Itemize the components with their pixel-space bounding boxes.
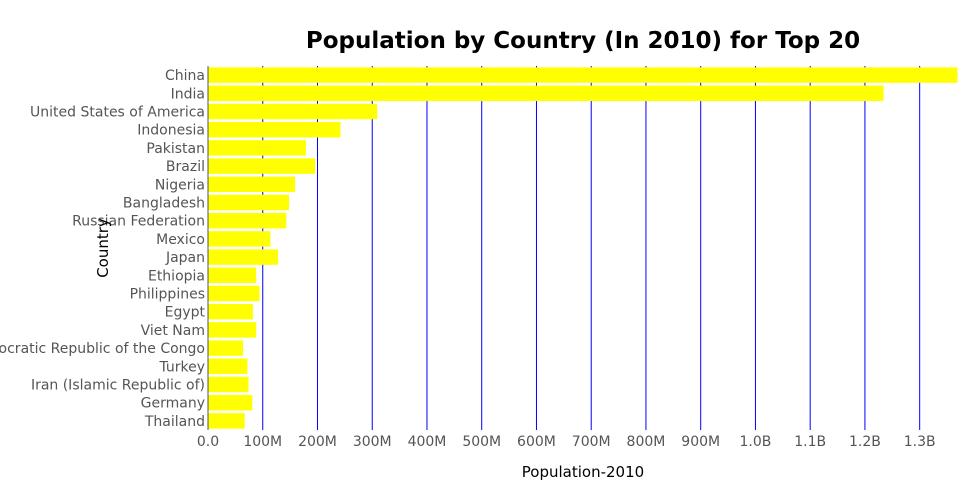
bar: [208, 249, 279, 265]
grid-lines: [262, 66, 921, 430]
x-tick-labels: 0.0 100M 200M 300M 400M 500M 600M 700M 800M 900M 1…: [197, 434, 936, 450]
x-tick-label: 900M: [681, 434, 720, 450]
category-label: Viet Nam: [141, 323, 205, 339]
category-label: Ethiopia: [148, 268, 205, 284]
bar: [208, 212, 287, 229]
y-axis-title: Country: [94, 218, 112, 278]
category-label: India: [171, 86, 205, 102]
category-label: Bangladesh: [123, 196, 205, 212]
category-label: Thailand: [144, 414, 205, 430]
x-tick-label: 1.0B: [740, 434, 772, 450]
bar: [208, 194, 290, 211]
category-label: Japan: [165, 250, 205, 266]
category-label: Nigeria: [155, 177, 205, 193]
x-tick-label: 0.0: [197, 434, 219, 450]
category-label: Germany: [141, 396, 205, 412]
bar: [208, 358, 248, 375]
x-tick-label: 1.2B: [849, 434, 881, 450]
category-labels: China India United States of America Indone…: [0, 68, 205, 430]
bar: [208, 267, 257, 284]
x-tick-label: 200M: [298, 434, 337, 450]
category-label: Brazil: [166, 159, 205, 175]
bar: [208, 140, 306, 156]
bar: [208, 121, 341, 138]
bar: [208, 285, 260, 302]
bar: [208, 413, 245, 429]
bar: [208, 85, 884, 102]
category-label: Turkey: [158, 359, 205, 375]
x-tick-label: 500M: [462, 434, 501, 450]
x-tick-label: 1.1B: [794, 434, 826, 450]
chart-title: Population by Country (In 2010) for Top …: [306, 28, 860, 54]
category-label: Russian Federation: [72, 214, 205, 230]
category-label: Iran (Islamic Republic of): [31, 378, 205, 394]
x-tick-label: 800M: [627, 434, 666, 450]
bar: [208, 158, 316, 174]
category-label: Democratic Republic of the Congo: [0, 341, 205, 357]
bars: [208, 67, 958, 429]
bar: [208, 231, 271, 247]
x-tick-label: 600M: [517, 434, 556, 450]
category-label: Egypt: [165, 305, 206, 321]
x-tick-label: 700M: [572, 434, 611, 450]
bar: [208, 322, 257, 338]
x-tick-label: 1.3B: [904, 434, 936, 450]
category-label: China: [165, 68, 205, 84]
category-label: Pakistan: [146, 141, 205, 157]
bar: [208, 376, 249, 393]
bar: [208, 303, 253, 320]
x-tick-label: 400M: [408, 434, 447, 450]
bar: [208, 394, 253, 411]
x-tick-label: 300M: [353, 434, 392, 450]
x-tick-label: 100M: [243, 434, 282, 450]
category-label: Philippines: [130, 287, 205, 303]
category-label: Mexico: [156, 232, 205, 248]
bar: [208, 176, 296, 193]
category-label: United States of America: [30, 105, 205, 121]
bar: [208, 340, 244, 356]
bar: [208, 103, 378, 120]
bar: [208, 67, 958, 83]
category-label: Indonesia: [137, 123, 205, 139]
x-axis-title: Population-2010: [522, 463, 644, 481]
